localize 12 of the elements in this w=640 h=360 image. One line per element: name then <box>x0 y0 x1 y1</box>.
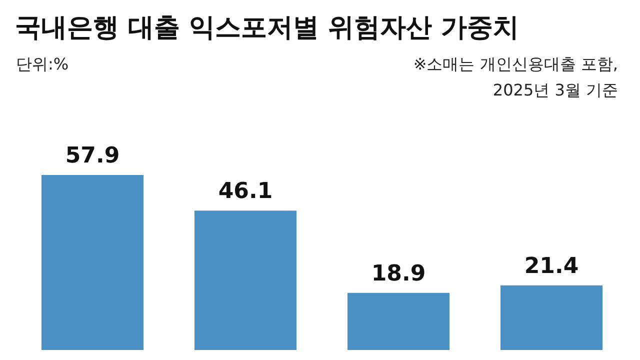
bar <box>500 285 602 350</box>
data-label: 46.1 <box>218 179 273 204</box>
text: 단위:% <box>16 54 69 74</box>
data-label: 18.9 <box>371 261 426 286</box>
text: ※소매는 개인신용대출 포함, <box>413 54 618 74</box>
data-label: 21.4 <box>524 254 579 279</box>
chart-title: 국내은행 대출 익스포저별 위험자산 가중치 <box>15 13 520 43</box>
text: 2025년 3월 기준 <box>492 80 618 100</box>
data-label: 57.9 <box>65 144 120 168</box>
bar <box>42 175 144 350</box>
bar <box>348 292 450 350</box>
bar <box>194 210 296 350</box>
